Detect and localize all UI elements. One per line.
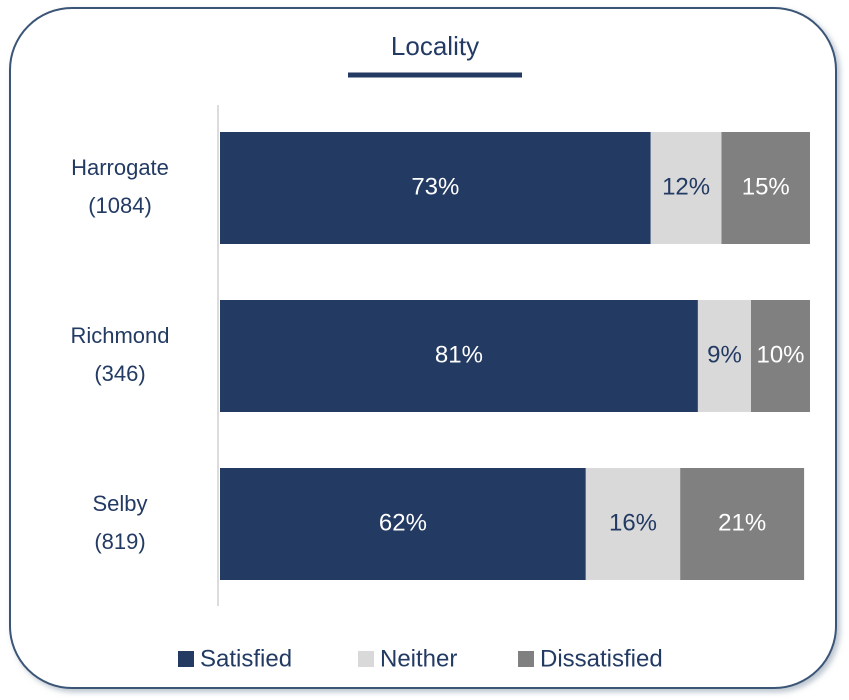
legend-label: Dissatisfied — [540, 645, 663, 672]
data-label: 62% — [379, 509, 427, 536]
y-tick-label: (1084) — [88, 193, 152, 218]
data-label: 12% — [662, 173, 710, 200]
y-tick-label: Harrogate — [71, 155, 169, 180]
y-tick-label: Richmond — [70, 323, 169, 348]
y-tick-label: Selby — [92, 491, 147, 516]
y-tick-label: (819) — [94, 529, 145, 554]
legend-swatch — [178, 651, 194, 667]
data-label: 10% — [756, 341, 804, 368]
bar-segment — [650, 132, 722, 244]
bar-segment — [585, 468, 681, 580]
data-label: 16% — [609, 509, 657, 536]
bar-segment — [721, 132, 810, 244]
y-tick-label: (346) — [94, 361, 145, 386]
data-label: 73% — [411, 173, 459, 200]
legend-label: Satisfied — [200, 645, 292, 672]
bar-segment — [751, 300, 810, 412]
chart-title: Locality — [391, 31, 479, 61]
bar-segment — [220, 300, 698, 412]
legend-swatch — [518, 651, 534, 667]
data-label: 21% — [718, 509, 766, 536]
data-label: 81% — [435, 341, 483, 368]
bar-segment — [697, 300, 751, 412]
legend-swatch — [358, 651, 374, 667]
bar-segment — [220, 132, 651, 244]
data-label: 15% — [742, 173, 790, 200]
legend-label: Neither — [380, 645, 457, 672]
bar-segment — [220, 468, 586, 580]
bar-segment — [680, 468, 805, 580]
data-label: 9% — [707, 341, 742, 368]
